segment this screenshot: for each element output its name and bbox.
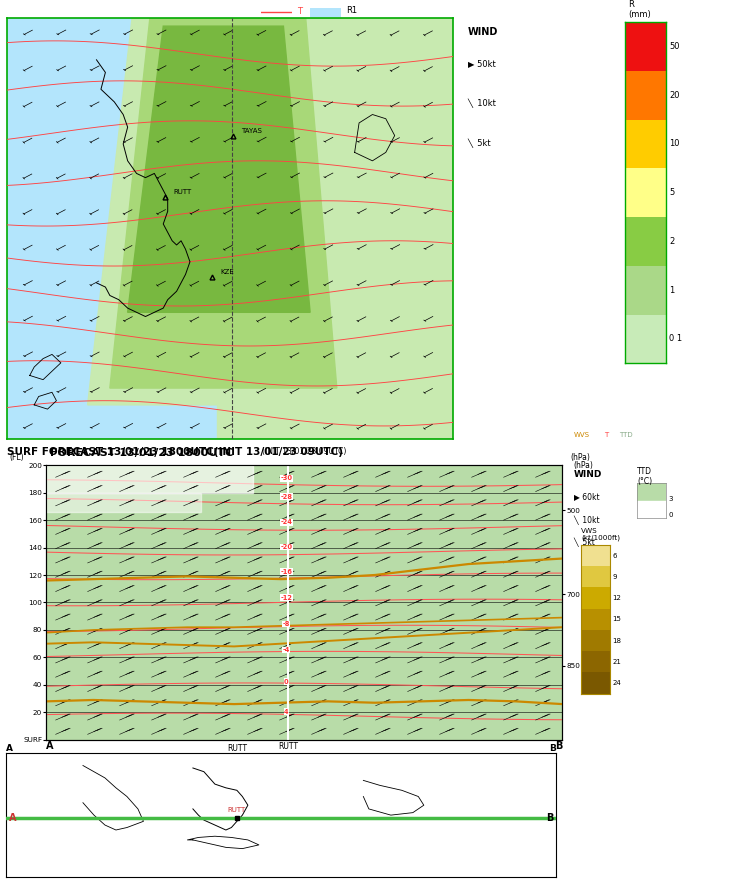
Text: ▶ 50kt: ▶ 50kt: [468, 59, 495, 68]
Bar: [217, 18, 453, 439]
Text: TTD: TTD: [619, 431, 632, 438]
Text: ▶ 60kt: ▶ 60kt: [574, 492, 599, 501]
Text: T: T: [604, 431, 608, 438]
Text: 5: 5: [669, 188, 675, 198]
Text: -28: -28: [280, 494, 292, 500]
Text: B: B: [545, 812, 553, 822]
Text: 18: 18: [613, 638, 622, 643]
Text: 50: 50: [669, 42, 680, 51]
Text: 0: 0: [669, 512, 673, 517]
Text: FORECAST 13/01/23 1800UTC: FORECAST 13/01/23 1800UTC: [50, 448, 233, 458]
Text: 3: 3: [669, 496, 673, 501]
Text: T: T: [297, 7, 301, 16]
Text: TAYAS: TAYAS: [241, 128, 262, 135]
Text: WIND: WIND: [468, 27, 498, 36]
Text: -24: -24: [280, 519, 292, 525]
Text: A: A: [6, 744, 13, 753]
Text: 0: 0: [284, 679, 289, 685]
Text: -16: -16: [280, 569, 292, 575]
Text: 15: 15: [613, 617, 622, 622]
Text: RUTT: RUTT: [228, 806, 246, 812]
Text: B: B: [555, 741, 562, 750]
Bar: [46, 493, 201, 512]
Text: -4: -4: [283, 647, 290, 653]
Text: 10: 10: [669, 139, 680, 149]
Polygon shape: [128, 27, 310, 313]
Text: 1: 1: [669, 285, 675, 295]
Text: RUTT: RUTT: [174, 190, 191, 196]
Text: 0 1: 0 1: [669, 334, 683, 344]
Text: -30: -30: [280, 476, 292, 481]
Text: (hPa): (hPa): [574, 461, 594, 470]
Text: R
(mm): R (mm): [628, 0, 651, 19]
Text: (FL): (FL): [9, 453, 24, 462]
Text: 2: 2: [669, 237, 675, 246]
Text: RUTT: RUTT: [227, 744, 247, 753]
Text: ╲  10kt: ╲ 10kt: [468, 99, 497, 108]
Text: R1: R1: [346, 6, 357, 15]
Text: -8: -8: [283, 621, 290, 627]
Text: TTD
(°C): TTD (°C): [637, 467, 652, 486]
Text: KZE: KZE: [220, 269, 234, 276]
Text: RUTT: RUTT: [278, 742, 298, 750]
Text: A: A: [9, 812, 16, 822]
Text: (INIT 13/01/23 09UTC): (INIT 13/01/23 09UTC): [263, 447, 346, 456]
Text: 9: 9: [613, 574, 617, 579]
Text: A: A: [46, 741, 54, 750]
Bar: [637, 501, 666, 518]
Text: (hPa): (hPa): [570, 453, 590, 462]
Text: 12: 12: [613, 595, 622, 601]
Polygon shape: [88, 18, 373, 405]
Text: ╲  5kt: ╲ 5kt: [468, 139, 491, 148]
Text: 4: 4: [284, 709, 289, 715]
Text: SURF FORECAST 13/01/23 1800UTC(INIT 13/01/23 09UTC): SURF FORECAST 13/01/23 1800UTC(INIT 13/0…: [7, 447, 343, 457]
Text: -20: -20: [280, 544, 292, 550]
Text: ╲  5kt: ╲ 5kt: [574, 538, 595, 547]
Text: 6: 6: [613, 553, 617, 558]
Text: WIND: WIND: [574, 470, 602, 478]
Text: ╲  10kt: ╲ 10kt: [574, 516, 601, 525]
Polygon shape: [110, 18, 337, 388]
Text: 20: 20: [669, 90, 680, 100]
Bar: [637, 483, 666, 501]
Text: B: B: [549, 744, 556, 753]
Bar: [46, 465, 253, 493]
Text: 21: 21: [613, 659, 622, 664]
Text: -12: -12: [280, 595, 292, 601]
Text: WVS: WVS: [574, 431, 589, 438]
Text: 24: 24: [613, 680, 622, 686]
Text: VWS
(kt/1000ft): VWS (kt/1000ft): [581, 528, 620, 541]
